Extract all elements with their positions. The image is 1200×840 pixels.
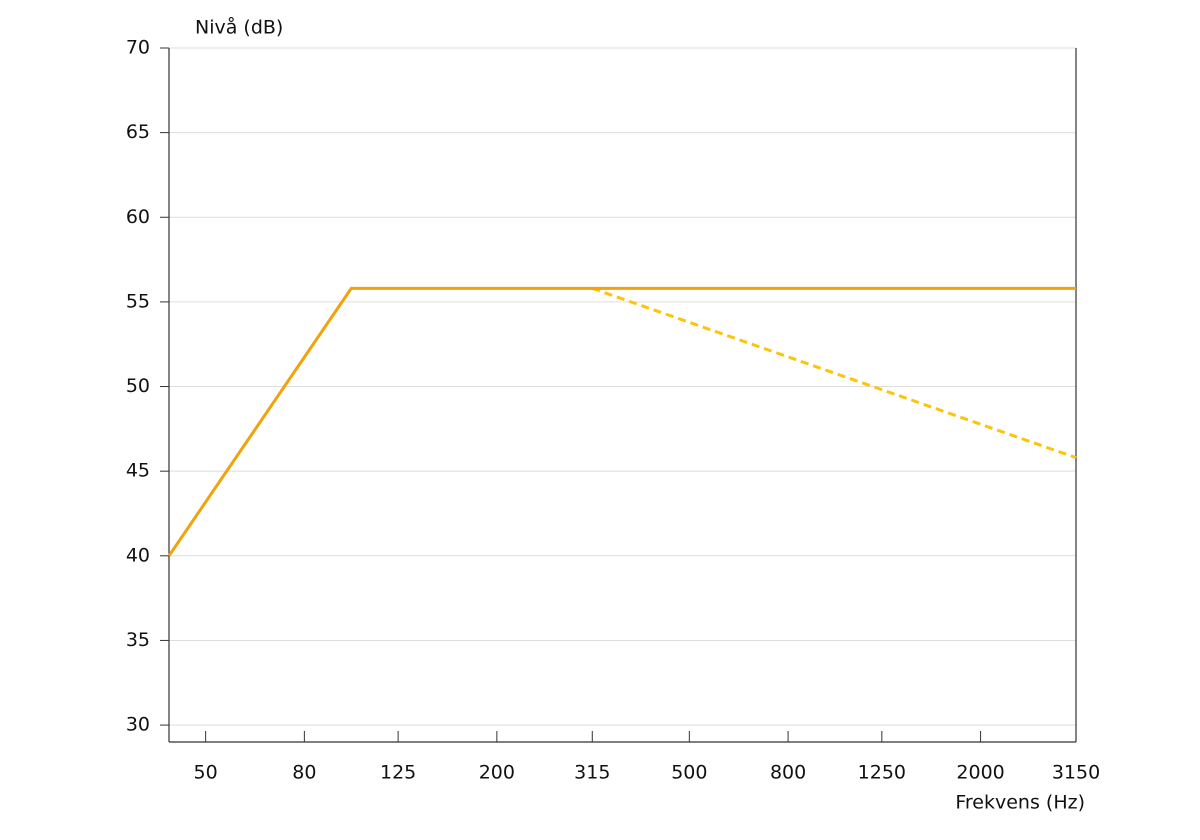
x-axis-label: Frekvens (Hz) [955, 792, 1085, 814]
x-tick-label: 800 [770, 762, 806, 784]
y-tick-label: 45 [126, 460, 150, 482]
y-tick-label: 70 [126, 37, 150, 59]
x-tick-label: 315 [574, 762, 610, 784]
x-tick-label: 50 [194, 762, 218, 784]
y-tick-label: 30 [126, 714, 150, 736]
x-tick-label: 80 [292, 762, 316, 784]
y-tick-label: 40 [126, 544, 150, 566]
y-tick-label: 60 [126, 206, 150, 228]
x-tick-label: 1250 [858, 762, 906, 784]
y-axis-label: Nivå (dB) [195, 16, 283, 39]
line-series [167, 286, 1076, 557]
x-tick-label: 200 [479, 762, 515, 784]
y-tick-label: 55 [126, 290, 150, 312]
y-tick-label: 35 [126, 629, 150, 651]
x-tick-label: 3150 [1052, 762, 1100, 784]
y-tick-label: 50 [126, 375, 150, 397]
x-tick-label: 500 [671, 762, 707, 784]
x-tick-label: 125 [380, 762, 416, 784]
x-tick-label: 2000 [956, 762, 1004, 784]
y-tick-label: 65 [126, 121, 150, 143]
line-series [591, 286, 1077, 460]
